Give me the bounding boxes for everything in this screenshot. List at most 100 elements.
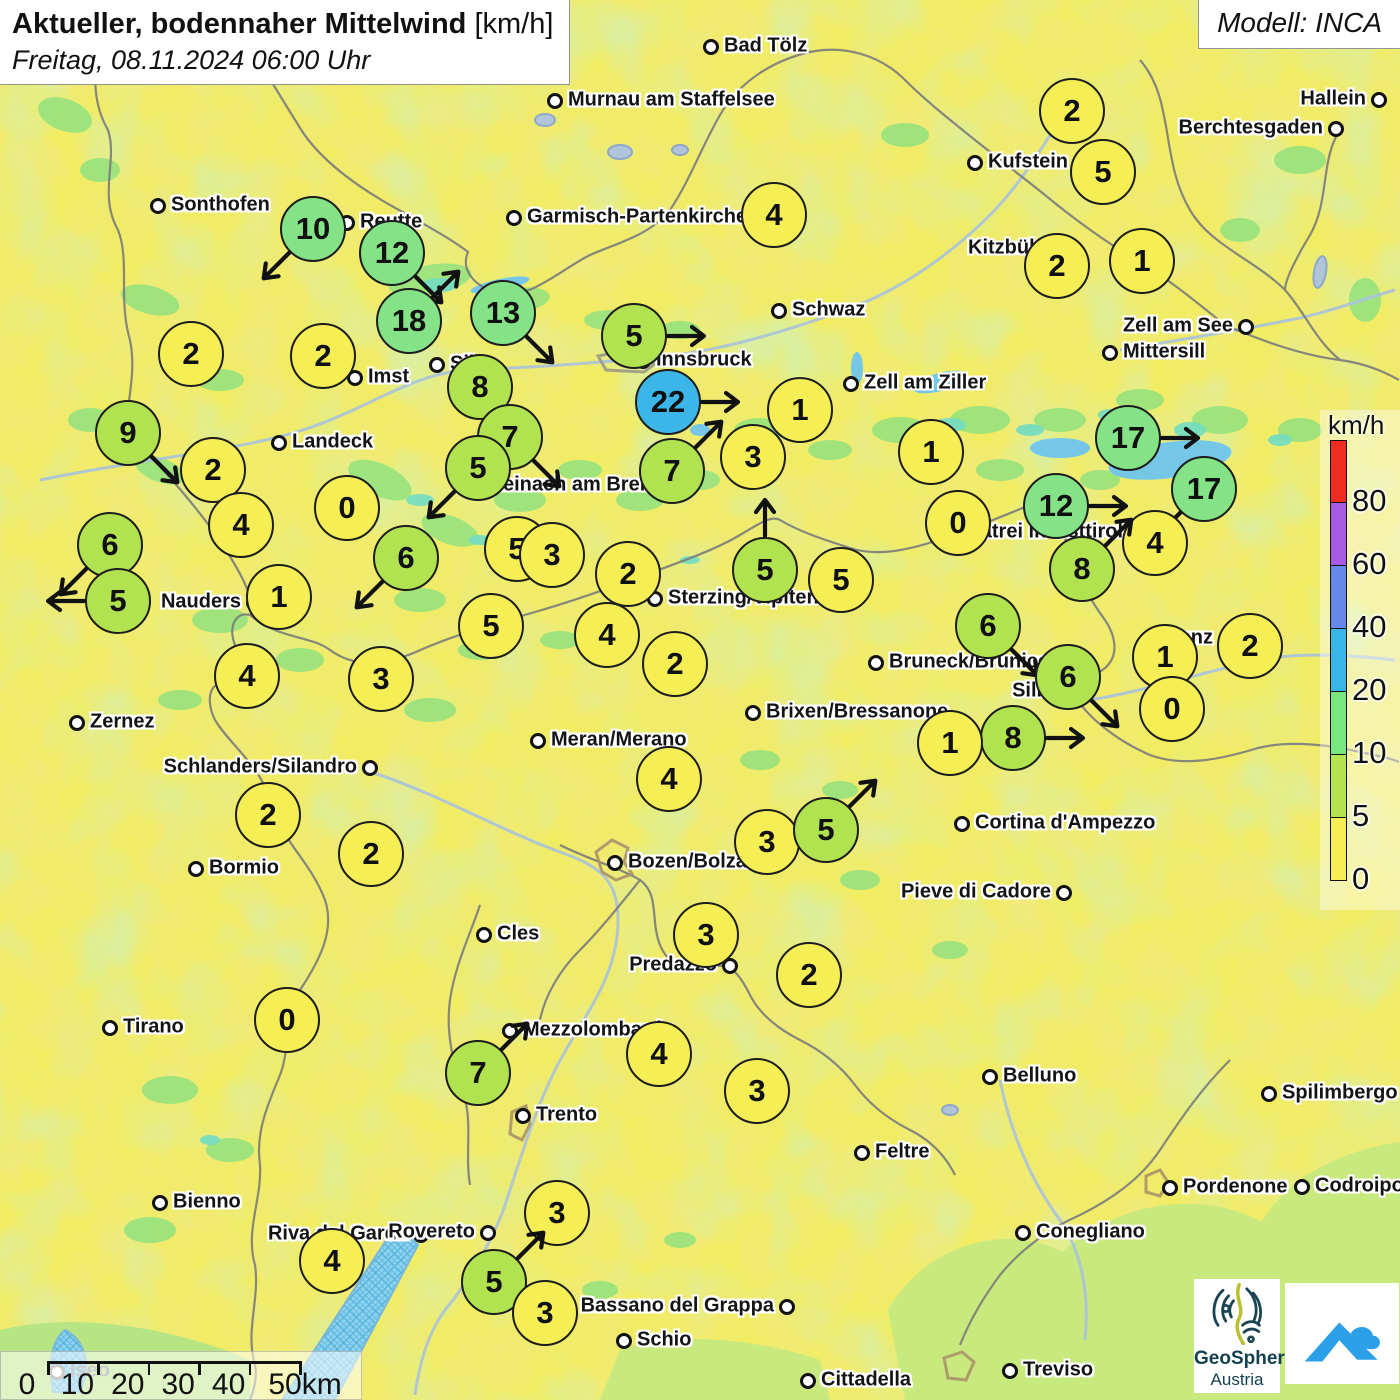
wind-station: 3 — [720, 424, 786, 490]
city-marker-icon — [347, 370, 363, 386]
wind-speed-value: 0 — [949, 505, 967, 540]
wind-station: 5 — [1070, 139, 1136, 205]
wind-station: 5 — [793, 778, 878, 863]
geosphere-country: Austria — [1210, 1370, 1264, 1389]
wind-speed-value: 0 — [338, 490, 356, 525]
city-marker-icon — [982, 1069, 998, 1085]
wind-station: 2 — [595, 541, 661, 607]
wind-direction-arrow-icon — [1089, 698, 1120, 729]
wind-station: 4 — [636, 746, 702, 812]
wind-station: 2 — [1039, 78, 1105, 144]
scale-tick — [248, 1361, 252, 1375]
city-label: Sonthofen — [171, 193, 270, 216]
wind-speed-value: 2 — [182, 336, 200, 371]
wind-speed-value: 4 — [323, 1243, 341, 1278]
wind-direction-arrow-icon — [1159, 426, 1201, 450]
wind-station: 1 — [917, 710, 983, 776]
wind-station: 3 — [348, 646, 414, 712]
wind-direction-arrow-icon — [149, 454, 180, 485]
wind-station: 5 — [458, 593, 524, 659]
city-label: Steinach am Brenner — [482, 473, 684, 496]
wind-station: 10 — [261, 196, 346, 281]
wind-station: 17 — [1095, 405, 1201, 471]
city-marker-icon — [607, 855, 623, 871]
partner-logo — [1285, 1283, 1399, 1384]
city-marker-icon — [967, 155, 983, 171]
wind-station: 0 — [1139, 676, 1205, 742]
map-title-text: Aktueller, bodennaher Mittelwind — [12, 8, 467, 40]
model-label: Modell: INCA — [1198, 0, 1400, 49]
city-label: Cortina d'Ampezzo — [975, 811, 1156, 834]
city-label: Rovereto — [388, 1220, 475, 1243]
wind-speed-value: 3 — [748, 1073, 766, 1108]
city-label: Trento — [536, 1103, 598, 1126]
geosphere-name: GeoSphere — [1194, 1348, 1296, 1369]
wind-direction-arrow-icon — [261, 250, 292, 281]
city-marker-icon — [413, 1227, 429, 1243]
city-marker-icon — [954, 816, 970, 832]
wind-station: 9 — [95, 400, 180, 485]
wind-station: 12 — [1023, 473, 1129, 539]
wind-speed-value: 5 — [817, 812, 835, 847]
wind-station: 8 — [1049, 517, 1134, 602]
wind-direction-arrow-icon — [499, 1021, 530, 1052]
city-label: Schio — [637, 1328, 692, 1351]
city-label: Cles — [497, 922, 540, 945]
city-label: Bozen/Bolzano — [628, 850, 772, 873]
city-label: Zell am See — [1122, 314, 1233, 337]
city-marker-icon — [843, 376, 859, 392]
legend-tick-label: 10 — [1352, 735, 1387, 771]
wind-station: 4 — [214, 643, 280, 709]
city-label: Zell am Ziller — [864, 371, 987, 394]
legend-color-5 — [1330, 755, 1347, 818]
wind-speed-value: 4 — [650, 1036, 668, 1071]
scale-bar-line — [47, 1361, 299, 1364]
wind-station: 3 — [519, 522, 585, 588]
legend-color-20 — [1330, 629, 1347, 692]
wind-station: 4 — [208, 492, 274, 558]
wind-speed-value: 3 — [758, 824, 776, 859]
city-label: Schlanders/Silandro — [163, 755, 357, 778]
city-label: Tirano — [123, 1015, 184, 1038]
wind-speed-value: 18 — [391, 303, 427, 338]
wind-speed-value: 2 — [259, 797, 277, 832]
city-marker-icon — [1002, 1363, 1018, 1379]
wind-speed-value: 17 — [1186, 471, 1222, 506]
wind-speed-value: 8 — [1004, 720, 1022, 755]
city-marker-icon — [1015, 1225, 1031, 1241]
wind-direction-arrow-icon — [1044, 726, 1086, 750]
map-title-box: Aktueller, bodennaher Mittelwind [km/h] … — [0, 0, 571, 86]
city-marker-icon — [515, 1108, 531, 1124]
wind-speed-value: 7 — [469, 1055, 487, 1090]
city-label: Spilimbergo — [1282, 1081, 1398, 1104]
geosphere-swirl-icon — [1212, 1282, 1263, 1346]
scale-tick-label: 40 — [211, 1368, 246, 1400]
wind-direction-arrow-icon — [524, 334, 555, 365]
wind-speed-value: 12 — [1038, 488, 1074, 523]
wind-speed-value: 3 — [744, 439, 762, 474]
wind-speed-value: 2 — [1048, 248, 1066, 283]
city-label: Bruneck/Brunico — [889, 650, 1051, 673]
city-marker-icon — [800, 1373, 816, 1389]
wind-speed-value: 0 — [1163, 691, 1181, 726]
wind-speed-value: 5 — [482, 608, 500, 643]
city-marker-icon — [1238, 319, 1254, 335]
legend-tick-label: 80 — [1352, 483, 1387, 519]
wind-direction-arrow-icon — [45, 589, 87, 613]
map-scale-bar: 0 10 20 30 40 50km — [0, 1351, 362, 1400]
map-title-unit: [km/h] — [466, 8, 554, 40]
city-marker-icon — [271, 435, 287, 451]
city-marker-icon — [506, 210, 522, 226]
wind-speed-value: 4 — [765, 197, 783, 232]
wind-station: 5 — [45, 568, 151, 634]
city-marker-icon — [69, 715, 85, 731]
legend-tick-label: 20 — [1352, 672, 1387, 708]
wind-speed-value: 1 — [791, 392, 809, 427]
wind-station: 5 — [426, 435, 511, 520]
wind-speed-value: 3 — [697, 917, 715, 952]
legend-tick-label: 40 — [1352, 609, 1387, 645]
map-title: Aktueller, bodennaher Mittelwind [km/h] — [12, 6, 553, 44]
city-marker-icon — [616, 1333, 632, 1349]
city-label: Kufstein — [988, 150, 1068, 173]
city-marker-icon — [1294, 1179, 1310, 1195]
